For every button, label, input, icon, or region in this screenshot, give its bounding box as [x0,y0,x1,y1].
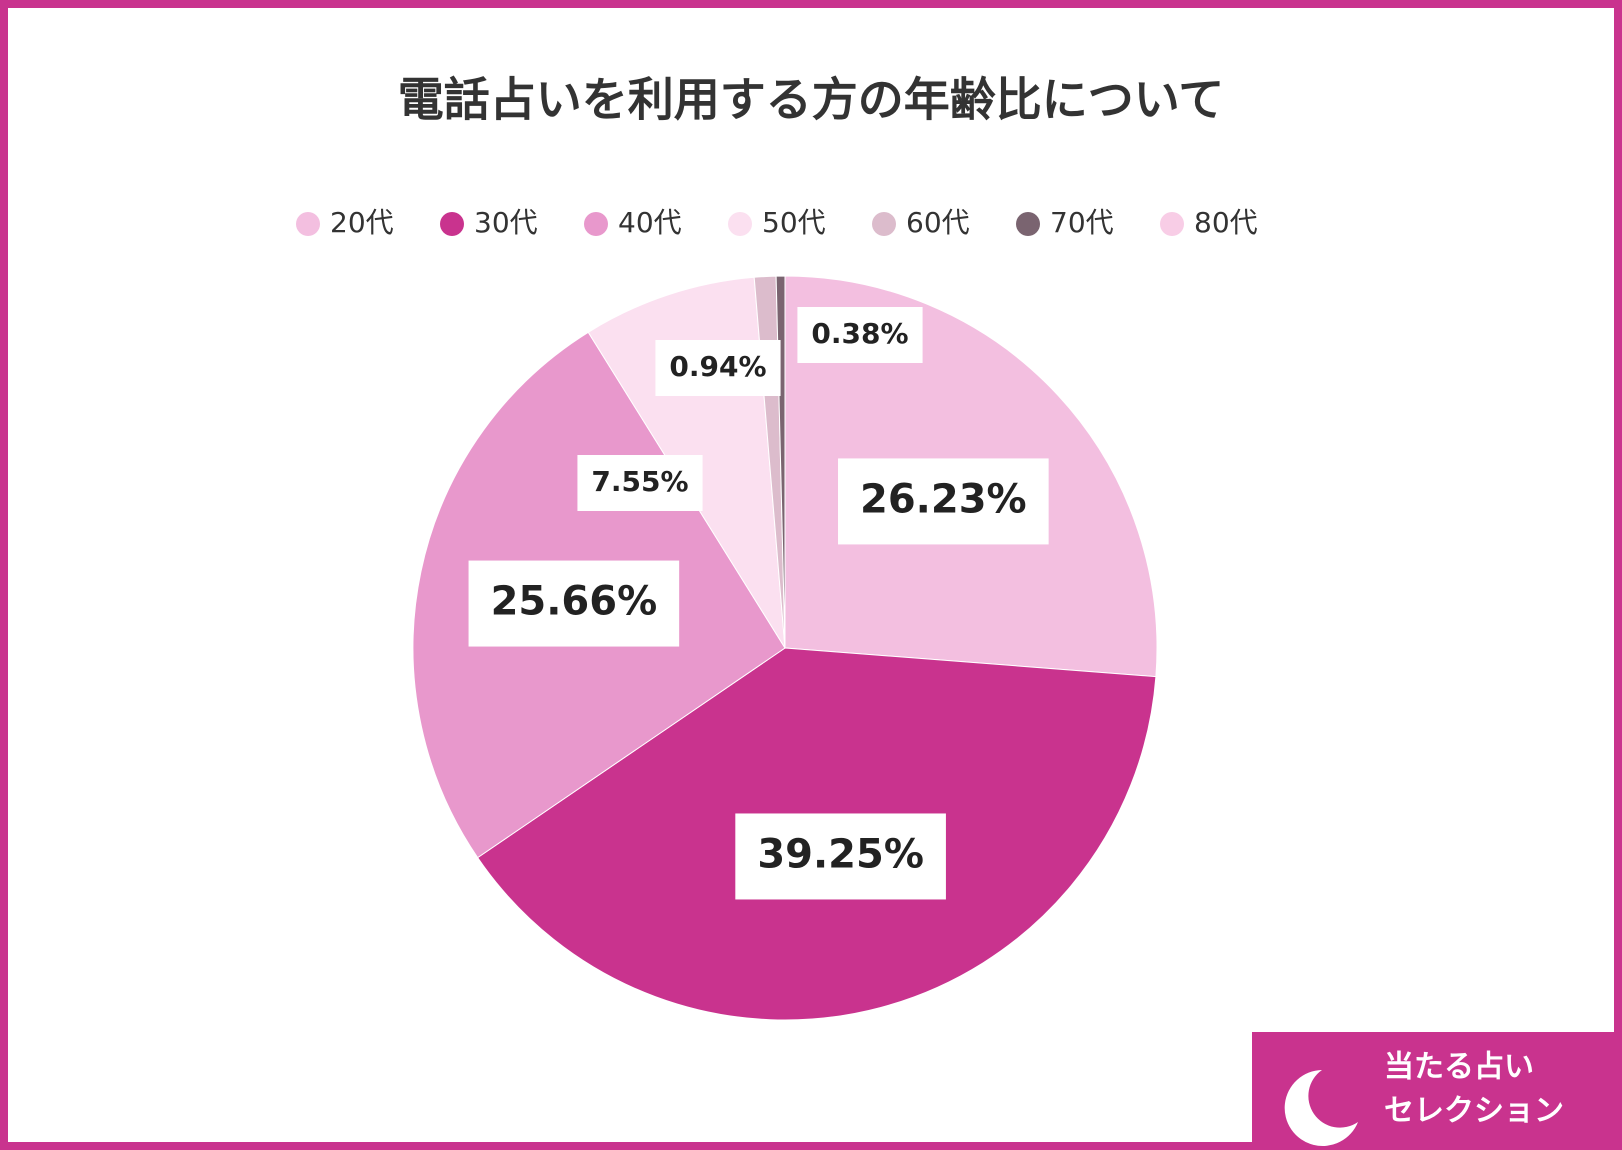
logo-moon [1284,1070,1358,1146]
legend-marker [584,212,608,236]
data-label: 39.25% [757,831,924,877]
legend-marker [872,212,896,236]
legend-marker [1016,212,1040,236]
legend-label: 70代 [1050,206,1114,239]
legend-marker [440,212,464,236]
legend-marker [296,212,320,236]
data-label: 7.55% [591,465,688,498]
data-label: 0.38% [811,317,908,350]
legend-label: 80代 [1194,206,1258,239]
logo-text: 当たる占い [1384,1050,1534,1085]
data-label-group: 39.25% [735,813,946,900]
data-label-group: 26.23% [838,458,1049,545]
data-label-group: 0.38% [797,307,923,363]
legend-label: 30代 [474,206,538,239]
legend-label: 20代 [330,206,394,239]
legend-label: 40代 [618,206,682,239]
logo: 当たる占い セレクション [1252,1032,1618,1146]
data-label: 26.23% [860,476,1027,522]
data-label-box [838,458,1049,545]
data-label-group: 0.94% [655,340,781,396]
data-label-box [735,813,946,900]
legend-marker [1160,212,1184,236]
legend-marker [728,212,752,236]
data-label-box [797,307,923,363]
data-label-box [468,560,680,647]
data-label-group: 25.66% [468,560,680,647]
chart-title: 電話占いを利用する方の年齢比について [398,73,1225,127]
legend-label: 50代 [762,206,826,239]
data-label: 0.94% [669,350,766,383]
data-label-box [655,340,781,396]
legend-label: 60代 [906,206,970,239]
data-label-box [577,455,703,511]
data-label: 25.66% [491,579,658,625]
logo-text: セレクション [1384,1094,1564,1129]
data-label-group: 7.55% [577,455,703,511]
